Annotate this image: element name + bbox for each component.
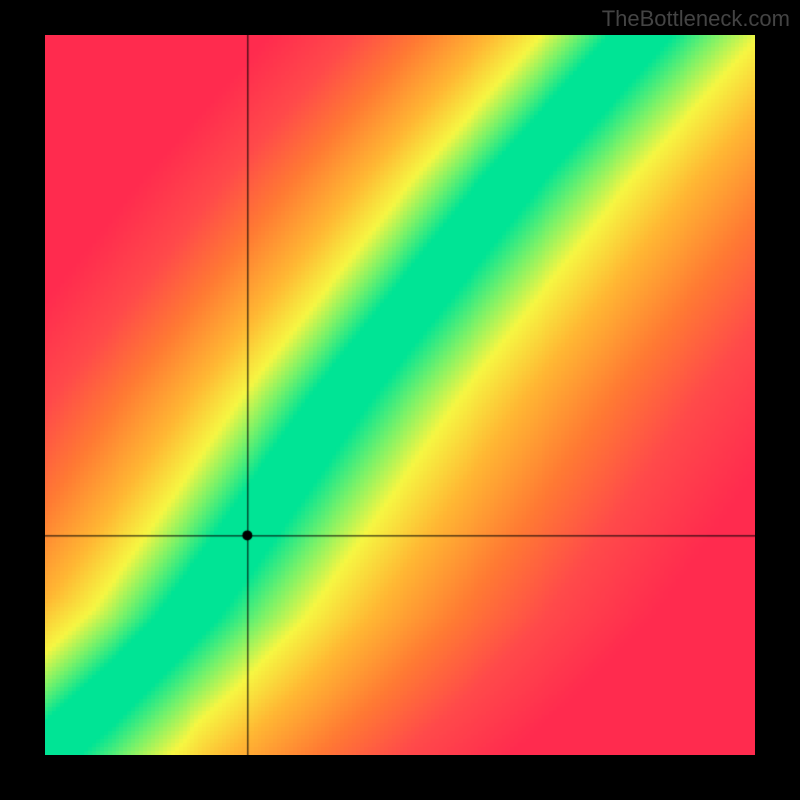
chart-container: TheBottleneck.com (0, 0, 800, 800)
bottleneck-heatmap (45, 35, 755, 755)
source-watermark: TheBottleneck.com (602, 6, 790, 32)
